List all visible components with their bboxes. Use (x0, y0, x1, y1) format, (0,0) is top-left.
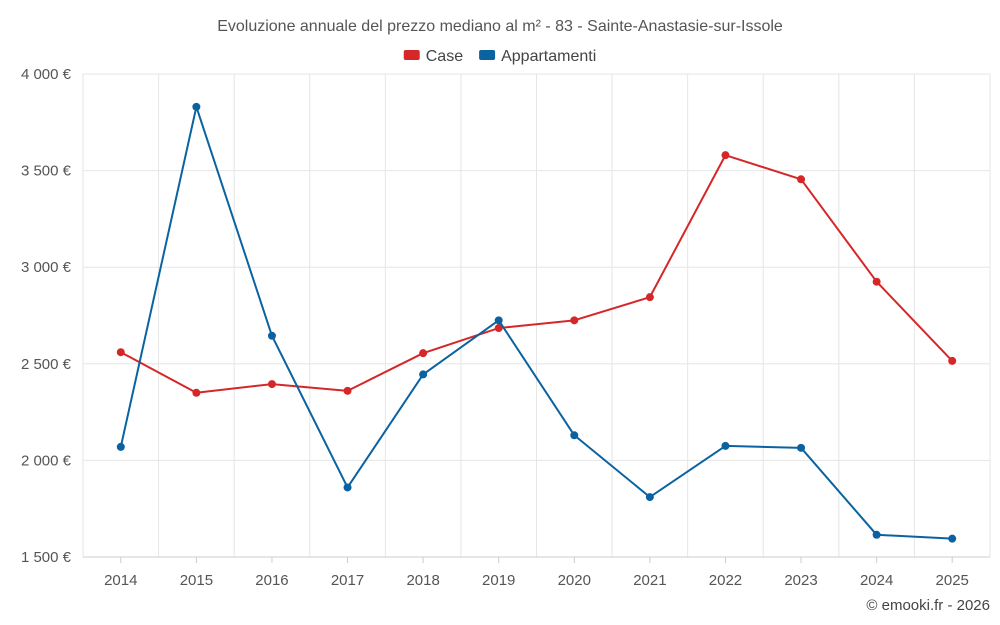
y-axis: 1 500 € 2 000 € 2 500 € 3 000 € 3 500 € 4 000… (21, 66, 72, 566)
data-point-appartamenti[interactable] (645, 493, 654, 502)
series-case (116, 151, 957, 397)
data-point-appartamenti[interactable] (419, 370, 428, 379)
data-point-appartamenti[interactable] (494, 316, 503, 325)
x-tick-label: 2020 (558, 572, 591, 589)
x-tick-label: 2014 (104, 572, 137, 589)
legend-swatch (479, 50, 496, 60)
legend-label: Appartamenti (501, 48, 596, 65)
chart-title: Evoluzione annuale del prezzo mediano al… (217, 18, 783, 35)
series-appartamenti (116, 102, 957, 543)
data-point-appartamenti[interactable] (948, 534, 957, 543)
data-point-case[interactable] (570, 316, 579, 325)
legend[interactable]: Case Appartamenti (403, 48, 597, 65)
data-point-appartamenti[interactable] (116, 442, 125, 451)
data-point-appartamenti[interactable] (343, 483, 352, 492)
data-point-case[interactable] (419, 349, 428, 358)
y-tick-label: 3 500 € (21, 163, 72, 180)
series-layer (116, 102, 957, 543)
y-tick-label: 2 000 € (21, 452, 72, 469)
data-point-case[interactable] (267, 380, 276, 389)
data-point-case[interactable] (494, 324, 503, 333)
data-point-appartamenti[interactable] (192, 102, 201, 111)
data-point-appartamenti[interactable] (570, 431, 579, 440)
x-tick-label: 2025 (936, 572, 969, 589)
data-point-case[interactable] (343, 386, 352, 395)
y-tick-label: 4 000 € (21, 66, 72, 83)
data-point-case[interactable] (116, 348, 125, 357)
legend-label: Case (426, 48, 463, 65)
data-point-case[interactable] (948, 356, 957, 365)
x-tick-label: 2015 (180, 572, 213, 589)
data-point-appartamenti[interactable] (267, 331, 276, 340)
series-line-case (120, 154, 953, 394)
x-tick-label: 2017 (331, 572, 364, 589)
x-tick-label: 2016 (255, 572, 288, 589)
data-point-appartamenti[interactable] (797, 443, 806, 452)
y-tick-label: 1 500 € (21, 549, 72, 566)
copyright-credit: © emooki.fr - 2026 (866, 597, 990, 614)
data-point-case[interactable] (797, 175, 806, 184)
x-tick-label: 2024 (860, 572, 893, 589)
y-tick-label: 3 000 € (21, 259, 72, 276)
data-point-case[interactable] (192, 388, 201, 397)
data-point-case[interactable] (872, 277, 881, 286)
data-point-appartamenti[interactable] (721, 441, 730, 450)
series-line-appartamenti (119, 105, 953, 540)
data-point-case[interactable] (721, 151, 730, 160)
x-tick-label: 2022 (709, 572, 742, 589)
legend-swatch (403, 50, 420, 60)
data-point-appartamenti[interactable] (872, 530, 881, 539)
data-point-case[interactable] (645, 293, 654, 302)
x-tick-label: 2023 (784, 572, 817, 589)
x-axis: 2014 2015 2016 2017 2018 2019 2020 2021 2022 2023… (83, 556, 990, 589)
grid-lines (82, 73, 991, 557)
y-tick-label: 2 500 € (21, 356, 72, 373)
x-tick-label: 2019 (482, 572, 515, 589)
legend-item-case[interactable]: Case (403, 48, 463, 65)
x-tick-label: 2021 (633, 572, 666, 589)
legend-item-appartamenti[interactable]: Appartamenti (479, 48, 596, 65)
x-tick-label: 2018 (406, 572, 439, 589)
